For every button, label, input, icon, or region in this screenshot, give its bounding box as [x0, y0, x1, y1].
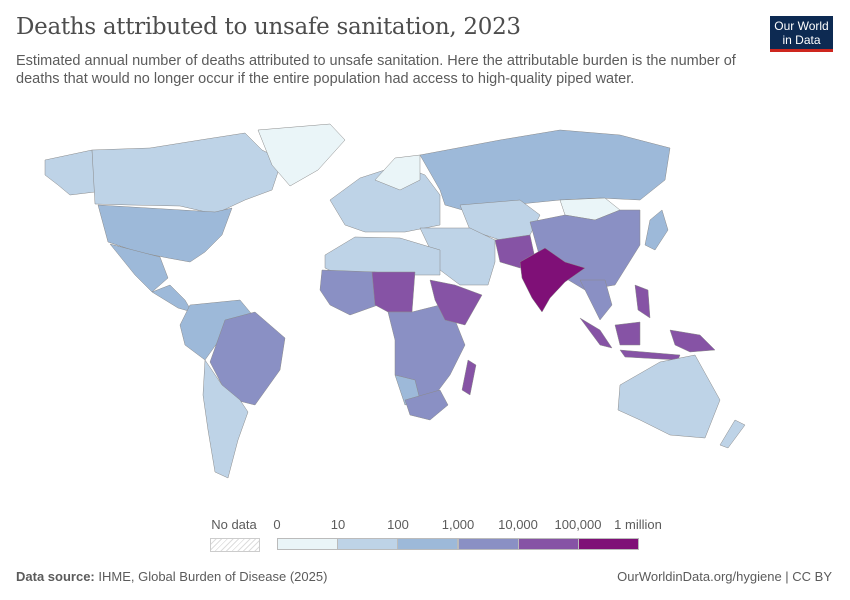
- country-brazil[interactable]: [209, 311, 286, 406]
- chart-subtitle: Estimated annual number of deaths attrib…: [16, 53, 736, 87]
- legend-tick: 100,000: [554, 517, 602, 532]
- country-alaska[interactable]: [44, 149, 96, 196]
- chart-title: Deaths attributed to unsafe sanitation, …: [16, 14, 521, 40]
- data-source-label: Data source:: [16, 569, 95, 584]
- data-source: Data source: IHME, Global Burden of Dise…: [16, 569, 327, 584]
- legend: No data 0 10 100 1,000 10,000 100,000 1 …: [0, 515, 850, 555]
- legend-bin[interactable]: [578, 538, 639, 550]
- country-philippines[interactable]: [634, 284, 651, 319]
- region-southeast-asia[interactable]: [579, 279, 613, 321]
- world-map[interactable]: [0, 110, 850, 510]
- data-source-text: IHME, Global Burden of Disease (2025): [98, 569, 328, 584]
- country-japan[interactable]: [644, 209, 669, 251]
- legend-bin[interactable]: [397, 538, 459, 550]
- country-india[interactable]: [519, 247, 586, 313]
- country-australia[interactable]: [617, 354, 721, 439]
- country-usa[interactable]: [97, 204, 233, 263]
- country-mexico[interactable]: [109, 243, 169, 293]
- region-central-america[interactable]: [151, 284, 193, 313]
- owid-logo[interactable]: Our World in Data: [770, 16, 833, 52]
- legend-no-data-label: No data: [211, 517, 257, 532]
- legend-tick: 100: [387, 517, 409, 532]
- legend-bin[interactable]: [517, 538, 579, 550]
- country-new-zealand[interactable]: [719, 419, 746, 449]
- legend-bin[interactable]: [337, 538, 399, 550]
- country-papua-new-guinea[interactable]: [669, 329, 716, 353]
- region-north-africa[interactable]: [324, 236, 441, 276]
- country-russia[interactable]: [419, 129, 671, 216]
- region-southern-cone[interactable]: [202, 359, 249, 479]
- legend-tick: 10: [330, 517, 346, 532]
- region-horn-of-africa[interactable]: [429, 279, 483, 326]
- country-madagascar[interactable]: [461, 359, 477, 396]
- region-central-east-africa[interactable]: [387, 304, 466, 401]
- region-west-africa[interactable]: [319, 269, 379, 316]
- legend-tick: 1 million: [614, 517, 662, 532]
- legend-no-data-swatch[interactable]: [210, 538, 260, 552]
- region-middle-east[interactable]: [419, 227, 496, 286]
- legend-bin[interactable]: [277, 538, 338, 550]
- legend-tick: 1,000: [441, 517, 475, 532]
- country-canada[interactable]: [91, 132, 283, 215]
- country-south-africa[interactable]: [404, 389, 449, 421]
- legend-tick: 10,000: [498, 517, 538, 532]
- url-license-link[interactable]: OurWorldinData.org/hygiene | CC BY: [617, 569, 832, 584]
- country-indonesia[interactable]: [579, 317, 681, 361]
- legend-bin[interactable]: [457, 538, 519, 550]
- country-greenland[interactable]: [257, 123, 346, 187]
- region-scandinavia[interactable]: [374, 154, 421, 191]
- legend-tick: 0: [273, 517, 281, 532]
- region-sahel-nigeria[interactable]: [371, 271, 416, 313]
- region-northern-south-america[interactable]: [179, 299, 256, 361]
